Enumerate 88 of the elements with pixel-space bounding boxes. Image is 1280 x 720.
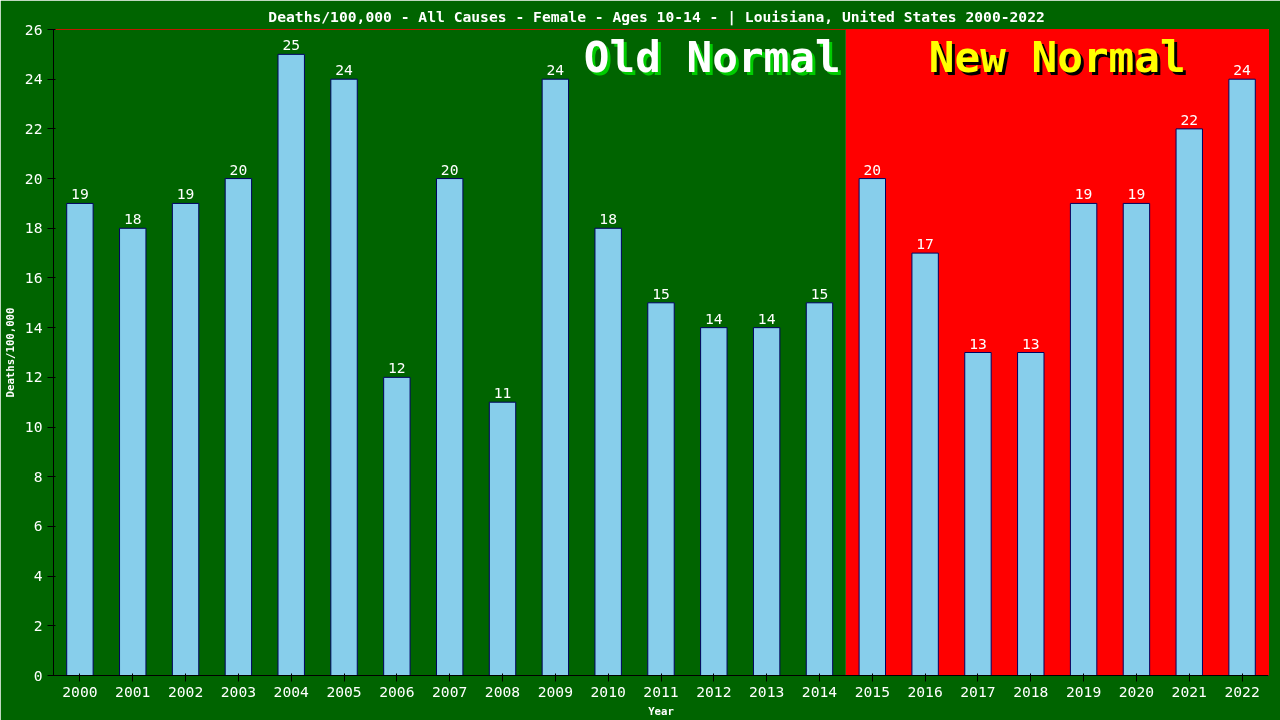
y-tick-label: 6 <box>33 517 43 535</box>
data-label: 15 <box>810 284 829 302</box>
y-tick-label: 10 <box>24 418 43 436</box>
bar <box>171 202 200 676</box>
y-tick-label: 14 <box>24 318 43 336</box>
y-tick-label: 8 <box>33 467 43 485</box>
data-label: 22 <box>1180 110 1199 128</box>
data-label: 24 <box>1233 61 1252 79</box>
x-tick-label: 2019 <box>1065 682 1102 700</box>
x-tick-label: 2010 <box>590 682 626 700</box>
data-label: 20 <box>440 160 459 178</box>
data-label: 19 <box>176 185 195 203</box>
data-label: 14 <box>757 309 776 327</box>
data-label: 17 <box>916 235 934 253</box>
chart-title: Deaths/100,000 - All Causes - Female - Ages 10-14 - | Louisiana, United States 2000-2022 <box>268 7 1045 26</box>
y-tick-label: 12 <box>24 368 43 386</box>
x-tick-label: 2020 <box>1118 682 1155 700</box>
bar <box>1069 202 1098 676</box>
y-tick-label: 26 <box>24 20 43 38</box>
x-tick-label: 2003 <box>220 682 257 700</box>
x-tick-label: 2018 <box>1013 682 1049 700</box>
bar <box>805 302 834 676</box>
x-tick-label: 2005 <box>326 682 362 700</box>
bar <box>858 178 887 676</box>
x-tick-label: 2021 <box>1171 682 1207 700</box>
data-label: 18 <box>599 210 618 228</box>
bar <box>383 376 411 676</box>
bar <box>647 302 675 676</box>
data-label: 15 <box>652 284 670 302</box>
x-tick-label: 2012 <box>696 682 732 700</box>
x-tick-label: 2006 <box>379 682 415 700</box>
band-label: New Normal <box>928 31 1186 82</box>
y-tick-label: 18 <box>24 219 43 237</box>
data-label: 18 <box>123 210 142 228</box>
data-label: 19 <box>1074 185 1093 203</box>
bar <box>752 327 781 676</box>
data-label: 19 <box>1127 185 1146 203</box>
y-tick-label: 24 <box>24 70 43 88</box>
x-tick-label: 2007 <box>432 682 468 700</box>
x-tick-label: 2004 <box>273 682 310 700</box>
y-tick-label: 4 <box>33 567 43 585</box>
x-tick-label: 2022 <box>1224 682 1260 700</box>
bar <box>700 327 728 676</box>
x-tick-label: 2015 <box>854 682 890 700</box>
bar <box>1122 202 1151 676</box>
x-tick-label: 2009 <box>537 682 573 700</box>
x-tick-label: 2016 <box>907 682 943 700</box>
y-tick-label: 2 <box>33 616 43 634</box>
data-label: 13 <box>969 334 987 352</box>
y-tick-label: 0 <box>33 666 43 684</box>
bar <box>119 227 147 676</box>
bar <box>1228 78 1256 676</box>
data-label: 12 <box>388 359 406 377</box>
x-tick-label: 2014 <box>801 682 838 700</box>
bar <box>277 53 305 676</box>
data-label: 13 <box>1021 334 1040 352</box>
y-axis-title: Deaths/100,000 <box>3 307 17 398</box>
x-tick-label: 2001 <box>115 682 151 700</box>
bar <box>1175 128 1203 676</box>
y-tick-label: 16 <box>24 268 43 286</box>
bar <box>964 352 992 676</box>
band-label: Old Normal <box>583 31 841 82</box>
x-tick-label: 2008 <box>484 682 521 700</box>
x-tick-label: 2000 <box>62 682 98 700</box>
x-tick-label: 2013 <box>749 682 785 700</box>
data-label: 25 <box>282 36 301 54</box>
data-label: 20 <box>863 160 882 178</box>
x-tick-label: 2002 <box>167 682 204 700</box>
bar <box>541 78 570 676</box>
x-tick-label: 2011 <box>643 682 679 700</box>
data-label: 20 <box>229 160 248 178</box>
bar <box>224 178 253 676</box>
y-tick-label: 22 <box>24 119 43 137</box>
bar <box>594 227 622 676</box>
bar <box>66 202 94 676</box>
bar <box>330 78 358 676</box>
x-axis-title: Year <box>648 704 674 718</box>
x-tick-label: 2017 <box>960 682 996 700</box>
y-tick-label: 20 <box>24 169 43 187</box>
data-label: 24 <box>335 61 354 79</box>
data-label: 19 <box>71 185 89 203</box>
data-label: 14 <box>705 309 723 327</box>
bar <box>911 252 939 676</box>
data-label: 24 <box>546 61 565 79</box>
bar <box>1017 352 1045 676</box>
data-label: 11 <box>493 384 512 402</box>
bar <box>435 178 464 676</box>
bar <box>488 401 517 676</box>
